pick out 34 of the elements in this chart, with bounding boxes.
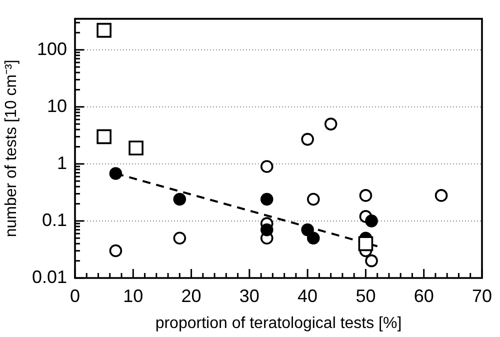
x-tick-label: 10 bbox=[123, 286, 144, 306]
x-tick-label: 70 bbox=[472, 286, 492, 306]
x-tick-label: 20 bbox=[181, 286, 202, 306]
point bbox=[434, 189, 448, 202]
point bbox=[260, 223, 274, 236]
y-tick-label: 10 bbox=[46, 96, 67, 116]
y-axis-title: number of tests [10 cm⁻³] bbox=[3, 60, 20, 238]
y-tick-label: 0.01 bbox=[32, 266, 67, 287]
x-tick-label: 40 bbox=[298, 286, 318, 306]
x-tick-label: 30 bbox=[239, 286, 260, 306]
point bbox=[301, 132, 314, 146]
point bbox=[96, 129, 112, 144]
point bbox=[173, 232, 186, 245]
point bbox=[306, 192, 320, 206]
point bbox=[324, 118, 338, 130]
x-tick-label: 0 bbox=[70, 286, 80, 306]
point bbox=[128, 140, 144, 156]
y-tick-label: 100 bbox=[36, 38, 67, 59]
point bbox=[96, 22, 112, 38]
point bbox=[306, 232, 320, 245]
point bbox=[109, 167, 122, 180]
point bbox=[358, 236, 374, 252]
x-tick-label: 60 bbox=[414, 286, 434, 306]
x-tick-label: 50 bbox=[356, 286, 376, 306]
point bbox=[359, 189, 372, 202]
y-tick-label: 1 bbox=[56, 152, 67, 173]
point bbox=[260, 192, 274, 206]
point bbox=[365, 254, 378, 268]
x-axis-title: proportion of teratological tests [%] bbox=[155, 314, 402, 332]
y-tick-label: 0.1 bbox=[42, 210, 67, 230]
point bbox=[173, 192, 186, 206]
point bbox=[260, 160, 274, 173]
point bbox=[109, 244, 122, 258]
point bbox=[365, 214, 378, 228]
